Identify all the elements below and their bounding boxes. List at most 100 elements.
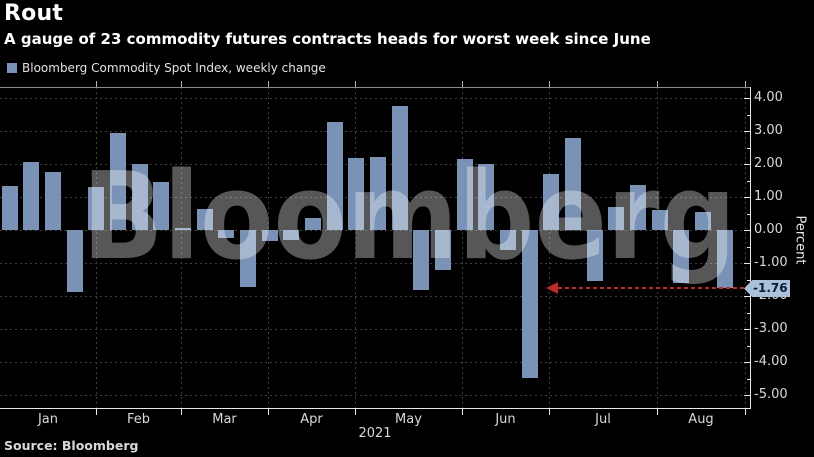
- v-gridline: [745, 87, 746, 408]
- legend-label: Bloomberg Commodity Spot Index, weekly c…: [22, 61, 326, 75]
- bar: [521, 230, 538, 378]
- bar: [673, 230, 690, 283]
- bar: [651, 209, 668, 230]
- v-gridline: [657, 87, 658, 408]
- y-tick-label: -5.00: [754, 387, 788, 402]
- month-tick-top: [745, 81, 746, 87]
- v-gridline: [549, 87, 550, 408]
- bar: [304, 218, 321, 230]
- month-tick-bottom: [549, 409, 550, 415]
- bar: [716, 230, 733, 289]
- legend-swatch: [7, 63, 17, 73]
- month-label: Mar: [212, 412, 237, 427]
- bar: [326, 121, 343, 230]
- v-gridline: [181, 87, 182, 408]
- bar: [1, 186, 18, 230]
- month-tick-bottom: [657, 409, 658, 415]
- y-minor-tick: [747, 246, 750, 248]
- y-tick-label: 2.00: [754, 156, 783, 171]
- y-minor-tick: [747, 279, 750, 281]
- h-gridline: [0, 263, 750, 264]
- month-label: Jun: [495, 412, 516, 427]
- y-tick: [744, 197, 750, 198]
- bar: [261, 230, 278, 241]
- v-gridline: [268, 87, 269, 408]
- bar: [434, 230, 451, 270]
- top-axis-line: [0, 87, 751, 88]
- bar: [239, 230, 256, 287]
- y-tick-label: -1.00: [754, 255, 788, 270]
- month-label: May: [395, 412, 422, 427]
- bar: [629, 185, 646, 230]
- bar: [586, 230, 603, 282]
- last-value-arrow-line: [558, 287, 744, 289]
- y-minor-tick: [747, 345, 750, 347]
- legend: Bloomberg Commodity Spot Index, weekly c…: [7, 61, 326, 75]
- month-tick-bottom: [181, 409, 182, 415]
- month-tick-bottom: [355, 409, 356, 415]
- month-tick-top: [657, 81, 658, 87]
- bar: [283, 230, 300, 240]
- bar: [218, 230, 235, 239]
- bar: [196, 208, 213, 230]
- y-tick-label: 3.00: [754, 123, 783, 138]
- month-tick-bottom: [462, 409, 463, 415]
- y-tick: [744, 230, 750, 231]
- bar: [174, 228, 191, 230]
- bar: [478, 164, 495, 230]
- y-tick-label: -4.00: [754, 354, 788, 369]
- month-label: Aug: [688, 412, 714, 427]
- bar: [694, 211, 711, 230]
- y-tick: [744, 362, 750, 363]
- month-label: Apr: [300, 412, 323, 427]
- v-gridline: [355, 87, 356, 408]
- bar: [44, 172, 61, 230]
- h-gridline: [0, 98, 750, 99]
- h-gridline: [0, 329, 750, 330]
- y-minor-tick: [747, 180, 750, 182]
- month-tick-top: [181, 81, 182, 87]
- y-axis-line: [750, 87, 751, 409]
- bar: [608, 206, 625, 230]
- h-gridline: [0, 395, 750, 396]
- bar: [413, 230, 430, 291]
- h-gridline: [0, 362, 750, 363]
- page-title: Rout: [4, 1, 64, 26]
- y-tick-label: 1.00: [754, 189, 783, 204]
- y-tick-label: 4.00: [754, 90, 783, 105]
- y-tick: [744, 131, 750, 132]
- y-tick: [744, 98, 750, 99]
- bar: [109, 132, 126, 230]
- month-label: Feb: [126, 412, 151, 427]
- bar: [23, 162, 40, 230]
- y-tick: [744, 329, 750, 330]
- h-gridline: [0, 131, 750, 132]
- y-tick-label: 0.00: [754, 222, 783, 237]
- bar: [66, 230, 83, 292]
- y-tick: [744, 395, 750, 396]
- bar: [153, 182, 170, 230]
- month-tick-top: [355, 81, 356, 87]
- month-tick-bottom: [96, 409, 97, 415]
- last-value-arrow-head: [546, 282, 558, 294]
- page-subtitle: A gauge of 23 commodity futures contract…: [4, 30, 651, 48]
- month-label: Jul: [595, 412, 611, 427]
- month-tick-top: [549, 81, 550, 87]
- month-tick-top: [96, 81, 97, 87]
- bar: [499, 230, 516, 250]
- plot-area: [0, 87, 750, 408]
- month-tick-top: [462, 81, 463, 87]
- h-gridline: [0, 296, 750, 297]
- year-label: 2021: [358, 426, 392, 441]
- y-tick-label: -3.00: [754, 321, 788, 336]
- y-axis-title: Percent: [792, 215, 808, 265]
- y-minor-tick: [747, 378, 750, 380]
- v-gridline: [462, 87, 463, 408]
- bar: [456, 159, 473, 230]
- bar: [131, 164, 148, 230]
- month-label: Jan: [37, 412, 59, 427]
- y-minor-tick: [747, 213, 750, 215]
- y-tick: [744, 296, 750, 297]
- y-minor-tick: [747, 147, 750, 149]
